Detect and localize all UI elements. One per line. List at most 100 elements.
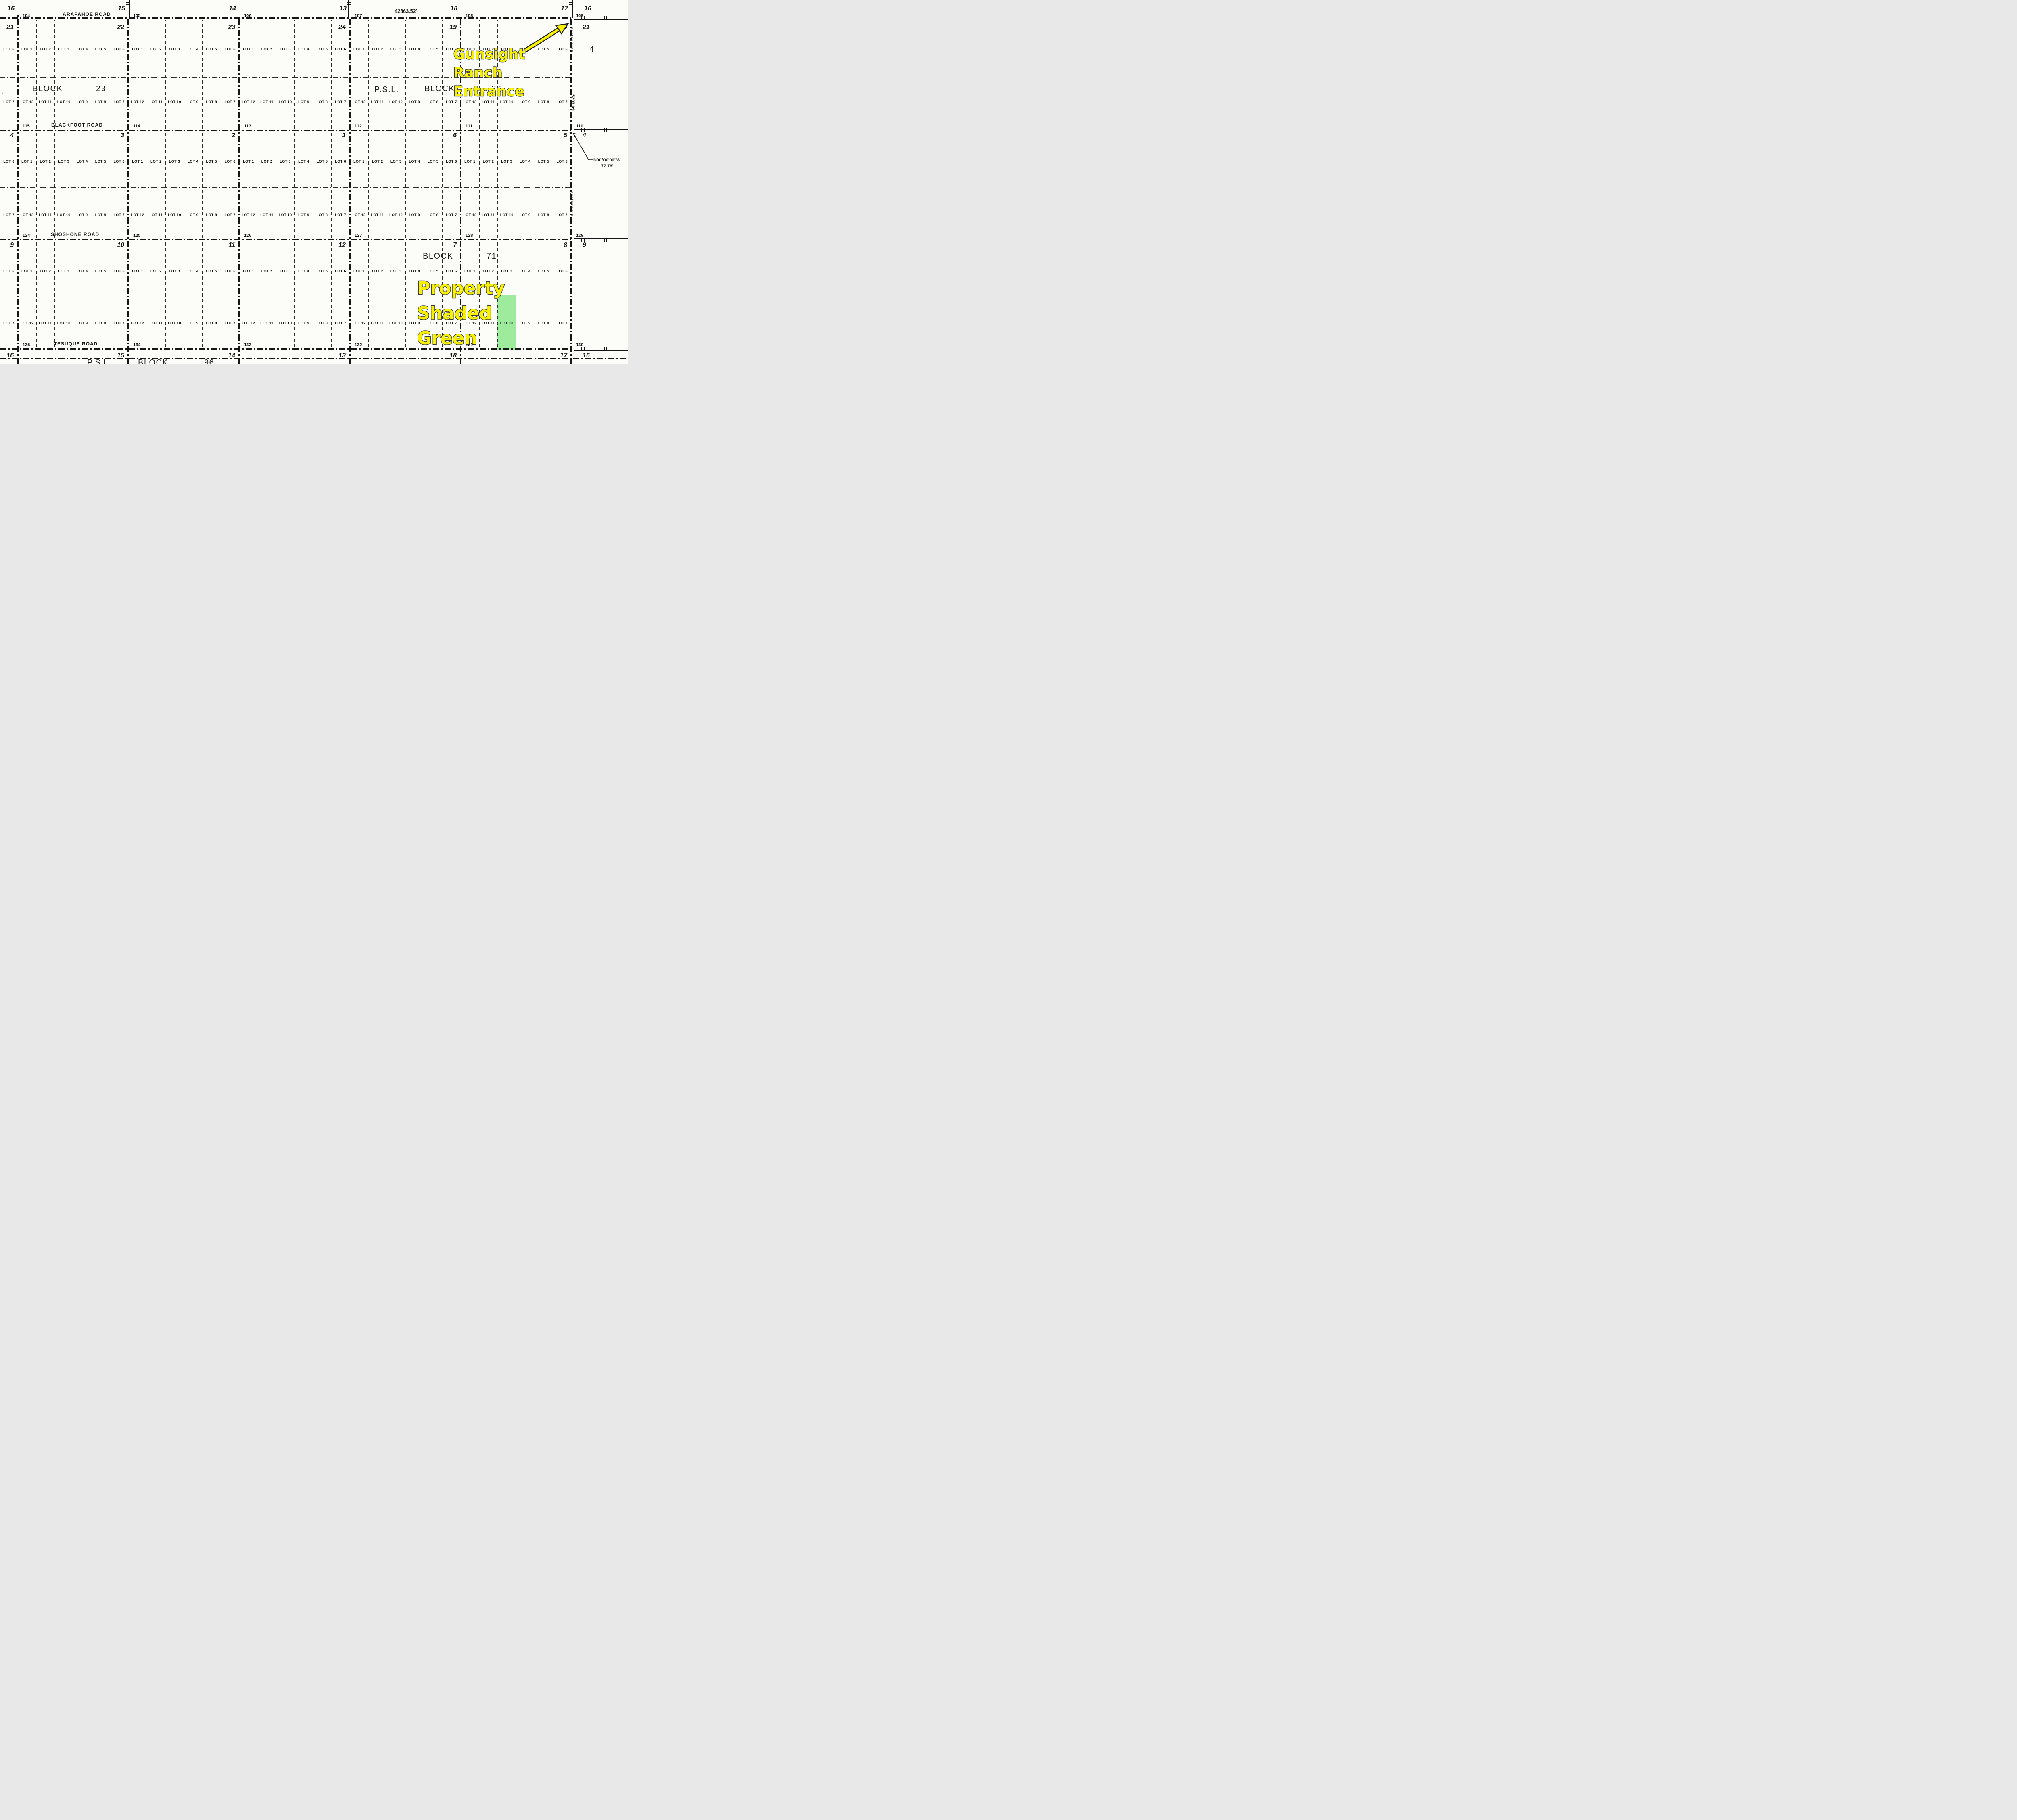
lot-label: LOT 8: [316, 321, 328, 325]
corner-marker: 111: [466, 124, 473, 129]
dimension-right-upper: 5293.09': [570, 94, 575, 112]
lot-label: LOT 11: [39, 321, 52, 325]
bearing-right-upper: S00°33'12"E: [568, 27, 573, 52]
lot-label: LOT 10: [57, 213, 71, 217]
lot-label: LOT 10: [168, 213, 182, 217]
lot-label: LOT 6: [556, 269, 568, 273]
lot-boundary-line: [165, 241, 166, 347]
lot-label: LOT 3: [169, 269, 180, 273]
lot-boundary-line: [165, 20, 166, 129]
lot-label: LOT 10: [500, 321, 514, 325]
lot-label: LOT 3: [390, 47, 402, 51]
corner-marker: 114: [133, 124, 140, 129]
lot-label: LOT 6: [3, 159, 15, 163]
lot-boundary-line: [202, 20, 203, 129]
lot-label: LOT 9: [409, 100, 420, 104]
lot-boundary-line: [36, 20, 37, 129]
road-line-horizontal: [0, 130, 572, 131]
lot-label: LOT 11: [482, 321, 495, 325]
lot-label: LOT 1: [464, 269, 476, 273]
lot-label: LOT 8: [95, 100, 106, 104]
lot-label: LOT 4: [409, 47, 420, 51]
block-26-number: 26: [491, 84, 502, 93]
section-number: 16: [583, 352, 590, 359]
lot-label: LOT 12: [242, 213, 255, 217]
lot-label: LOT 6: [113, 47, 125, 51]
lot-label: LOT 12: [20, 321, 34, 325]
lot-label: LOT 6: [556, 159, 568, 163]
lot-label: LOT 8: [538, 213, 549, 217]
section-number: 22: [117, 24, 124, 31]
lot-label: LOT 6: [335, 269, 346, 273]
lot-label: LOT 10: [168, 321, 182, 325]
section-number: 2: [232, 132, 235, 139]
corner-tick: [581, 16, 582, 20]
lot-label: LOT 1: [353, 47, 365, 51]
section-number: 16: [584, 5, 591, 12]
property-line-1: Property: [417, 278, 505, 299]
lot-label: LOT 8: [206, 321, 217, 325]
corner-marker: 108: [466, 13, 473, 18]
lot-label: LOT 8: [427, 321, 439, 325]
lot-boundary-line: [294, 132, 295, 238]
lot-label: LOT 6: [224, 47, 236, 51]
section-number: 7: [453, 242, 457, 249]
lot-label: LOT 9: [409, 213, 420, 217]
lot-label: LOT 12: [352, 213, 366, 217]
road-line-vertical: [349, 18, 351, 364]
lot-label: LOT 7: [224, 321, 236, 325]
lot-boundary-line: [405, 241, 406, 347]
lot-label: LOT 7: [556, 100, 568, 104]
lot-label: LOT 5: [427, 269, 439, 273]
lot-label: LOT 7: [3, 321, 15, 325]
lot-label: LOT 9: [520, 321, 531, 325]
lot-boundary-line: [54, 132, 55, 238]
lot-boundary-line: [368, 20, 369, 129]
plat-map-canvas: LOT 6 LOT 7 LOT 1 LOT 12 LOT 2 LOT 11 LOT 3 LOT…: [0, 0, 628, 364]
lot-label: LOT 3: [280, 47, 291, 51]
section-number: 13: [339, 5, 347, 12]
lot-label: LOT 3: [169, 47, 180, 51]
corner-tick: [606, 238, 607, 242]
psl-label: P.S.L.: [374, 85, 399, 94]
lot-label: LOT 1: [353, 159, 365, 163]
lot-label: LOT 10: [500, 213, 514, 217]
lot-label: LOT 6: [446, 159, 457, 163]
lot-label: LOT 2: [261, 47, 273, 51]
road-line-horizontal: [0, 17, 572, 19]
lot-label: LOT 9: [298, 100, 309, 104]
lot-label: LOT 2: [482, 269, 494, 273]
block-23-word: BLOCK: [32, 84, 63, 93]
lot-boundary-line: [405, 20, 406, 129]
lot-label: LOT 5: [427, 47, 439, 51]
road-continuation-east: [574, 19, 628, 20]
section-number: 18: [449, 352, 457, 359]
road-line-horizontal: [0, 348, 572, 350]
section-number: 17: [560, 352, 567, 359]
lot-label: LOT 1: [21, 159, 33, 163]
lot-label: LOT 12: [463, 321, 477, 325]
lot-label: LOT 6: [335, 47, 346, 51]
corner-tick: [606, 128, 607, 132]
section-number: 21: [6, 24, 14, 31]
lot-boundary-line: [36, 132, 37, 238]
corner-tick: [584, 238, 585, 242]
section-number: 17: [561, 5, 568, 12]
lot-label: LOT 5: [206, 269, 217, 273]
lot-label: LOT 9: [187, 100, 199, 104]
section-number: 6: [453, 132, 457, 139]
bottom-block-number: 96: [204, 358, 215, 364]
lot-label: LOT 9: [520, 213, 531, 217]
lot-label: LOT 7: [113, 321, 125, 325]
lot-label: LOT 11: [371, 100, 384, 104]
lot-label: LOT 3: [501, 47, 512, 51]
section-number: 19: [449, 24, 457, 31]
lot-label: LOT 1: [132, 47, 143, 51]
section-number: 20: [560, 24, 567, 31]
road-name-blackfoot: BLACKFOOT ROAD: [51, 122, 103, 128]
west-block-label-fragment: L.: [0, 87, 4, 96]
corner-marker: 131: [466, 343, 473, 347]
corner-marker: 127: [355, 233, 362, 238]
corner-tick: [604, 128, 605, 132]
road-name-shoshone: SHOSHONE ROAD: [50, 232, 100, 237]
